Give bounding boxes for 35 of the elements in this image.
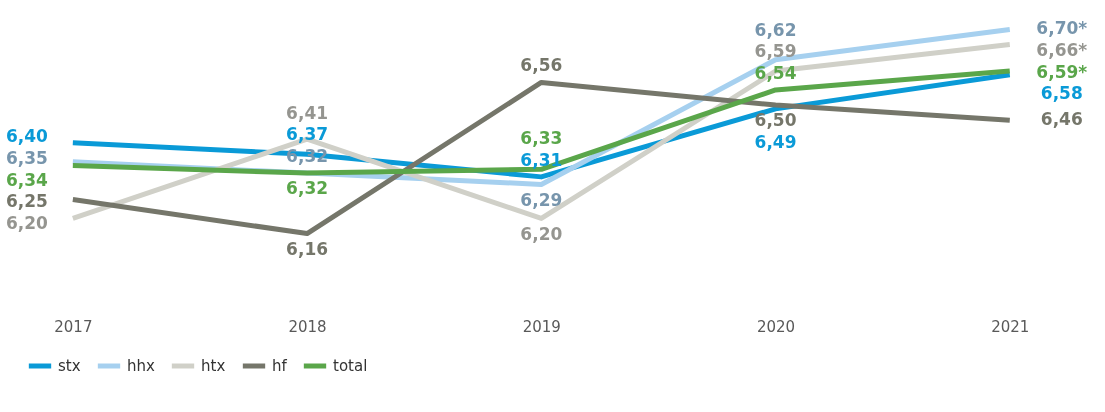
legend-label: hhx	[127, 357, 156, 375]
x-tick-label: 2021	[991, 317, 1030, 336]
x-tick-label: 2019	[522, 317, 561, 336]
legend-label: total	[333, 357, 368, 375]
data-label: 6,29	[520, 189, 563, 210]
data-label: 6,70*	[1036, 18, 1088, 39]
data-label: 6,32	[286, 178, 329, 199]
legend-label: htx	[201, 357, 226, 375]
x-tick-label: 2017	[54, 317, 93, 336]
x-tick-label: 2020	[756, 317, 796, 336]
data-label: 6,40	[5, 126, 48, 147]
data-label: 6,16	[286, 238, 329, 259]
data-label: 6,37	[286, 124, 329, 145]
data-label: 6,49	[754, 131, 797, 152]
data-label: 6,35	[5, 148, 48, 169]
data-label: 6,50	[754, 110, 797, 131]
data-label: 6,20	[5, 212, 48, 233]
data-label: 6,32	[286, 145, 329, 166]
data-label: 6,56	[520, 55, 563, 76]
data-label: 6,58	[1040, 83, 1083, 104]
data-label: 6,31	[520, 149, 563, 170]
data-label: 6,62	[754, 19, 797, 40]
data-label: 6,41	[286, 102, 329, 123]
data-label: 6,59	[754, 41, 797, 62]
data-label: 6,20	[520, 223, 563, 244]
data-label: 6,54	[754, 62, 797, 83]
data-label: 6,46	[1040, 109, 1083, 130]
legend-label: stx	[58, 357, 81, 375]
data-label: 6,34	[5, 169, 48, 190]
data-label: 6,25	[5, 191, 48, 212]
data-label: 6,66*	[1036, 40, 1088, 61]
data-label: 6,59*	[1036, 61, 1088, 82]
legend-label: hf	[272, 357, 288, 375]
x-tick-label: 2018	[288, 317, 327, 336]
data-label: 6,33	[520, 128, 563, 149]
